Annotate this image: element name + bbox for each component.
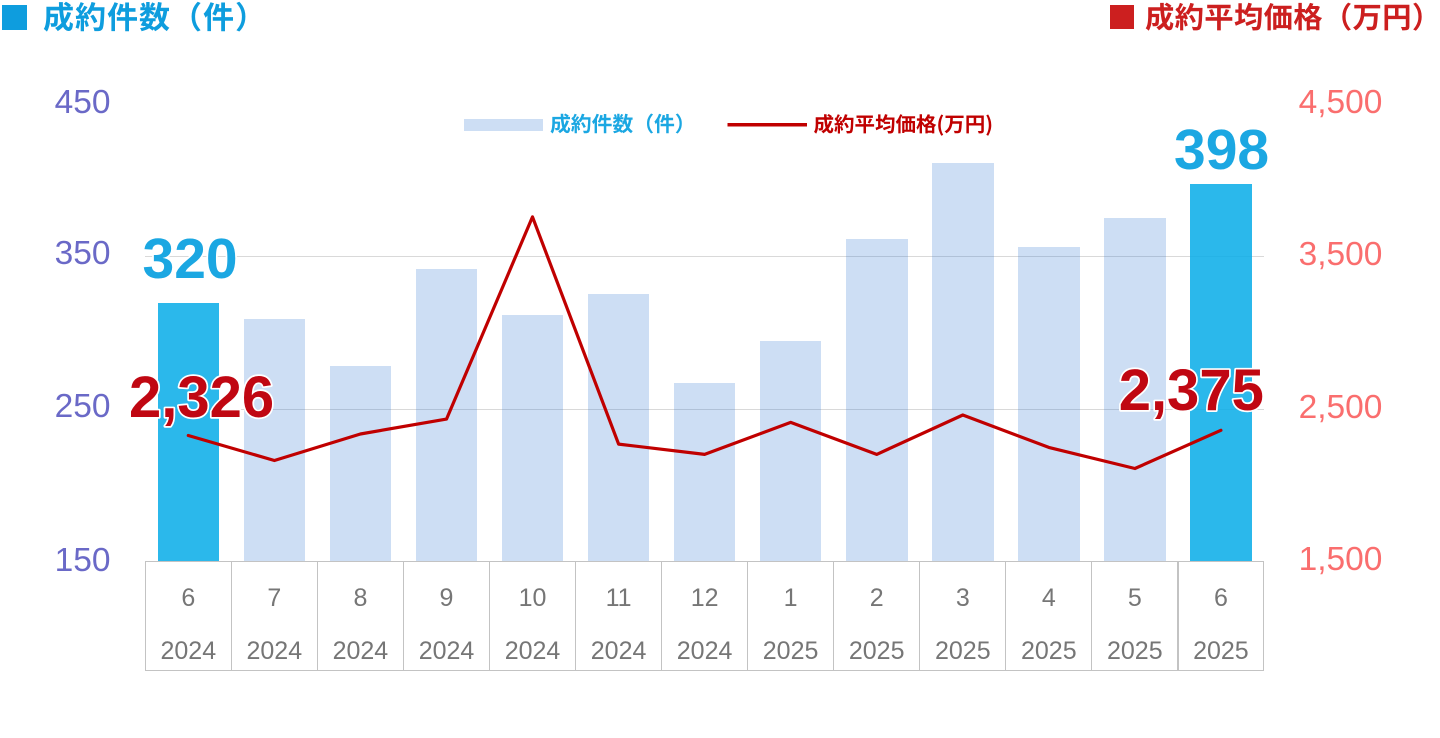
svg-text:398: 398: [1174, 118, 1269, 182]
svg-text:2,326: 2,326: [129, 365, 274, 430]
svg-text:2,375: 2,375: [1119, 358, 1264, 423]
svg-text:320: 320: [143, 227, 238, 291]
